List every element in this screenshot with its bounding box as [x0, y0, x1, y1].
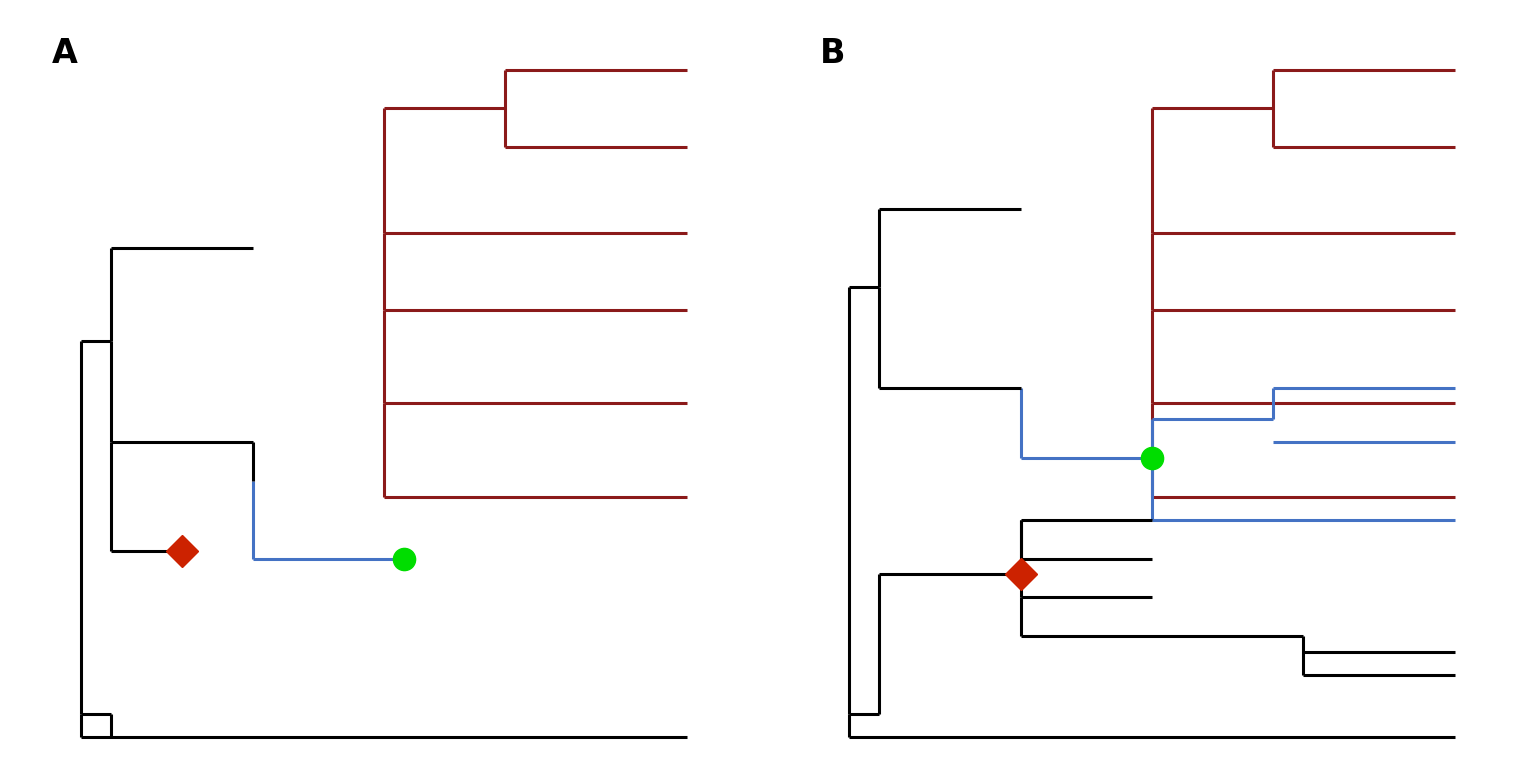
Text: A: A	[52, 38, 78, 71]
Text: B: B	[820, 38, 845, 71]
